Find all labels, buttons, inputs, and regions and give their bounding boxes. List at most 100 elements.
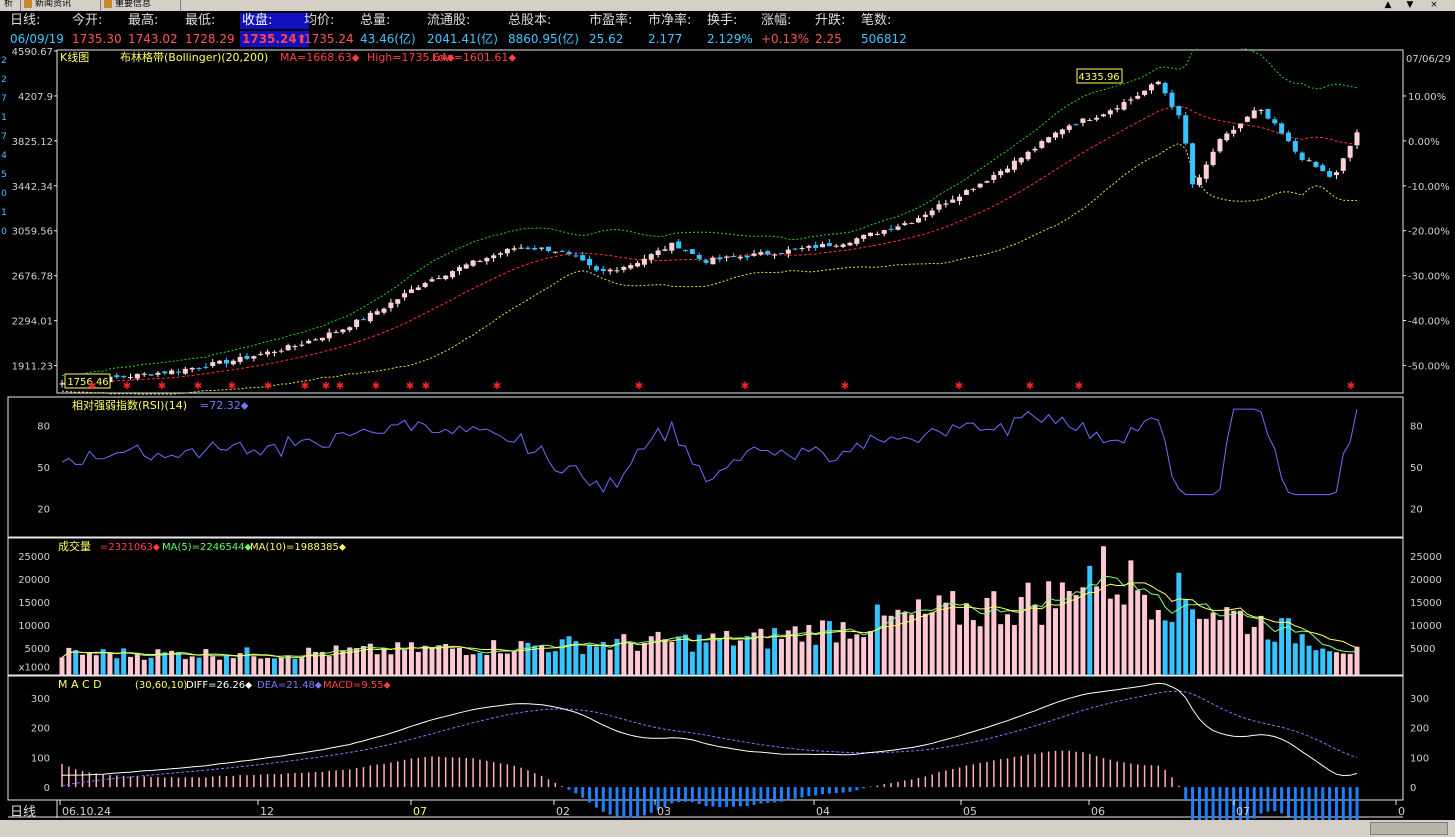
candle-body bbox=[1231, 129, 1237, 134]
candle-body bbox=[895, 226, 901, 230]
candle-body bbox=[1025, 151, 1031, 160]
signal-star-icon: ✱ bbox=[301, 381, 309, 392]
volume-bar bbox=[1025, 582, 1031, 675]
stock-chart[interactable]: 4590.67 4207.9 3825.12 3442.34 3059.56 2676.7… bbox=[0, 48, 1455, 820]
volume-bar bbox=[1073, 595, 1079, 675]
candle-body bbox=[1100, 114, 1106, 117]
quote-value: 1728.29 bbox=[185, 32, 235, 46]
candle-body bbox=[1142, 90, 1148, 95]
candle-body bbox=[998, 171, 1004, 176]
scroll-up-button[interactable]: ▲ bbox=[1384, 0, 1392, 10]
candle-body bbox=[539, 247, 545, 249]
quote-panel: 日线: 06/09/19 今开: 1735.30 最高: 1743.02 最低: 1728.2… bbox=[0, 11, 1455, 48]
x-axis-label: 06 bbox=[1091, 805, 1105, 818]
candle-body bbox=[326, 332, 332, 339]
volume-bar bbox=[751, 632, 757, 675]
quote-label: 均价: bbox=[304, 13, 335, 28]
volume-bar bbox=[1039, 624, 1045, 675]
volume-bar bbox=[648, 636, 654, 675]
tab-analysis[interactable]: 析 bbox=[0, 0, 21, 11]
volume-bar bbox=[820, 620, 826, 675]
volume-bar bbox=[258, 658, 264, 675]
quote-value: 1735.30 bbox=[72, 32, 122, 46]
quote-label: 换手: bbox=[707, 13, 738, 28]
volume-bar bbox=[991, 591, 997, 675]
volume-bar bbox=[443, 643, 449, 675]
volume-bar bbox=[915, 599, 921, 675]
volume-bar bbox=[422, 645, 428, 675]
left-strip-digit: 5 bbox=[1, 170, 7, 180]
candle-body bbox=[511, 248, 517, 250]
candle-body bbox=[1251, 110, 1257, 119]
volume-bar bbox=[306, 647, 312, 675]
volume-bar bbox=[1183, 599, 1189, 675]
volume-bar bbox=[402, 650, 408, 675]
volume-bar bbox=[785, 630, 791, 675]
candle-body bbox=[456, 267, 462, 272]
volume-bar bbox=[1100, 546, 1106, 675]
candle-body bbox=[1176, 106, 1182, 116]
macd-y-tick-right: 0 bbox=[1410, 783, 1416, 794]
candle-body bbox=[374, 311, 380, 315]
candle-body bbox=[1114, 108, 1120, 110]
candle-body bbox=[313, 339, 319, 341]
volume-bar bbox=[1066, 590, 1072, 675]
volume-bar bbox=[552, 651, 558, 675]
volume-y-tick-right: 25000 bbox=[1410, 552, 1442, 563]
volume-y-tick-right: 20000 bbox=[1410, 575, 1442, 586]
candle-body bbox=[175, 371, 181, 373]
volume-bar bbox=[155, 649, 161, 675]
tab-news[interactable]: 新闻资讯 bbox=[20, 0, 101, 11]
macd-dea-line bbox=[61, 690, 1358, 787]
signal-star-icon: ✱ bbox=[88, 381, 96, 392]
quote-field-9: 市盈率: 25.62 bbox=[589, 13, 632, 47]
volume-bar bbox=[511, 651, 517, 675]
signal-star-icon: ✱ bbox=[264, 381, 272, 392]
volume-bar bbox=[107, 653, 113, 675]
candle-body bbox=[676, 241, 682, 249]
candle-body bbox=[381, 308, 387, 313]
candle-body bbox=[196, 368, 202, 370]
volume-bar bbox=[532, 645, 538, 675]
volume-bar bbox=[696, 634, 702, 675]
volume-y-tick-right: 10000 bbox=[1410, 621, 1442, 632]
volume-bar bbox=[484, 655, 490, 675]
scroll-down-button[interactable]: ▼ bbox=[1406, 0, 1414, 10]
volume-bar bbox=[1313, 650, 1319, 675]
candle-body bbox=[1299, 152, 1305, 160]
candle-body bbox=[683, 250, 689, 252]
close-button[interactable]: × bbox=[1430, 0, 1438, 10]
quote-label: 市净率: bbox=[648, 13, 692, 28]
candle-body bbox=[278, 350, 284, 352]
volume-title: 成交量 bbox=[58, 539, 91, 553]
news-icon bbox=[24, 0, 32, 8]
volume-bar bbox=[1272, 641, 1278, 675]
horizontal-scrollbar[interactable] bbox=[0, 820, 1455, 837]
candle-body bbox=[223, 359, 229, 364]
macd-y-tick-right: 200 bbox=[1410, 724, 1429, 735]
volume-bar bbox=[169, 650, 175, 675]
candle-body bbox=[1080, 118, 1086, 123]
volume-bar bbox=[984, 597, 990, 675]
volume-bar bbox=[1128, 560, 1134, 675]
candle-body bbox=[436, 278, 442, 280]
candle-body bbox=[1059, 129, 1065, 135]
candle-body bbox=[360, 319, 366, 321]
volume-bar bbox=[319, 651, 325, 675]
tab-important-info[interactable]: 重要信息 bbox=[100, 0, 181, 11]
volume-bar bbox=[340, 650, 346, 675]
candle-body bbox=[1135, 95, 1141, 99]
candle-body bbox=[1046, 137, 1052, 143]
volume-y-tick: 10000 bbox=[18, 621, 50, 632]
volume-bar bbox=[333, 645, 339, 675]
candle-body bbox=[415, 287, 421, 291]
kline-pct-tick: -40.00% bbox=[1408, 316, 1450, 327]
candle-body bbox=[443, 275, 449, 280]
quote-field-5: 均价: 1735.24 bbox=[304, 13, 354, 47]
volume-bar bbox=[683, 634, 689, 675]
quote-field-7: 流通股: 2041.41(亿) bbox=[427, 13, 498, 47]
volume-bar bbox=[134, 653, 140, 675]
rsi-value: =72.32⬥ bbox=[200, 399, 249, 412]
candle-body bbox=[861, 234, 867, 239]
scrollbar-thumb[interactable] bbox=[1370, 822, 1448, 835]
